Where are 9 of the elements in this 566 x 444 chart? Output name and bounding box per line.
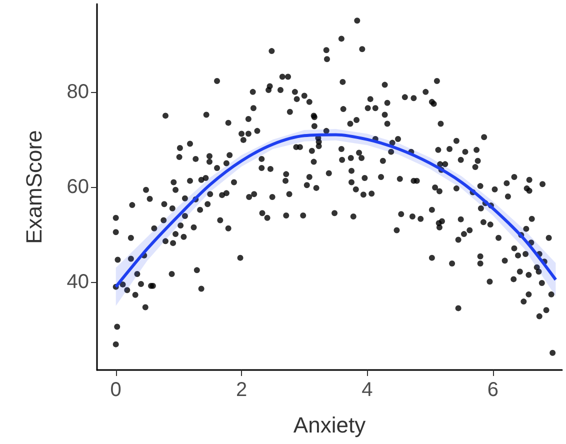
x-tick-label: 4 [362, 379, 373, 401]
x-tick-label: 2 [236, 379, 248, 401]
y-tick-label: 40 [66, 271, 89, 294]
y-axis-title: ExamScore [22, 130, 46, 244]
x-axis-title: Anxiety [293, 412, 366, 438]
y-tick-label: 60 [66, 176, 89, 198]
x-tick-label: 0 [110, 379, 122, 401]
y-tick-label: 80 [66, 80, 89, 103]
x-tick-label: 6 [487, 379, 498, 401]
